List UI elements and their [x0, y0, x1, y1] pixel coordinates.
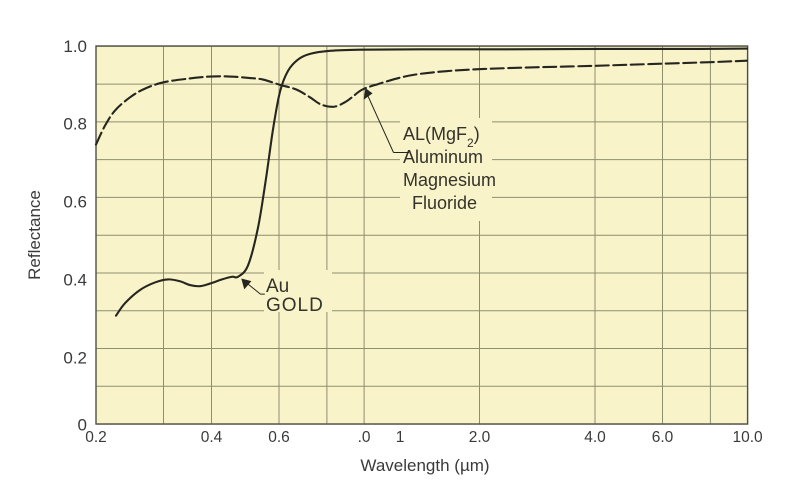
svg-text:0.6: 0.6: [63, 193, 87, 212]
svg-text:Reflectance: Reflectance: [25, 190, 44, 280]
svg-text:Wavelength (µm): Wavelength (µm): [360, 456, 489, 475]
svg-text:.0: .0: [358, 429, 371, 446]
svg-text:Au: Au: [266, 276, 289, 297]
svg-text:Fluoride: Fluoride: [412, 193, 477, 213]
svg-text:0.2: 0.2: [63, 349, 87, 368]
svg-text:4.0: 4.0: [584, 429, 606, 446]
svg-text:1: 1: [396, 429, 405, 446]
svg-text:0.4: 0.4: [63, 271, 87, 290]
svg-text:0.8: 0.8: [63, 115, 87, 134]
svg-text:6.0: 6.0: [652, 429, 674, 446]
svg-text:0.6: 0.6: [268, 429, 290, 446]
svg-text:1.0: 1.0: [63, 37, 87, 56]
svg-text:0.4: 0.4: [201, 429, 223, 446]
svg-text:GOLD: GOLD: [266, 295, 324, 316]
svg-text:2.0: 2.0: [469, 429, 491, 446]
svg-text:0.2: 0.2: [85, 429, 107, 446]
svg-text:Aluminum: Aluminum: [403, 147, 483, 167]
svg-text:Magnesium: Magnesium: [403, 170, 496, 190]
svg-text:10.0: 10.0: [733, 429, 764, 446]
